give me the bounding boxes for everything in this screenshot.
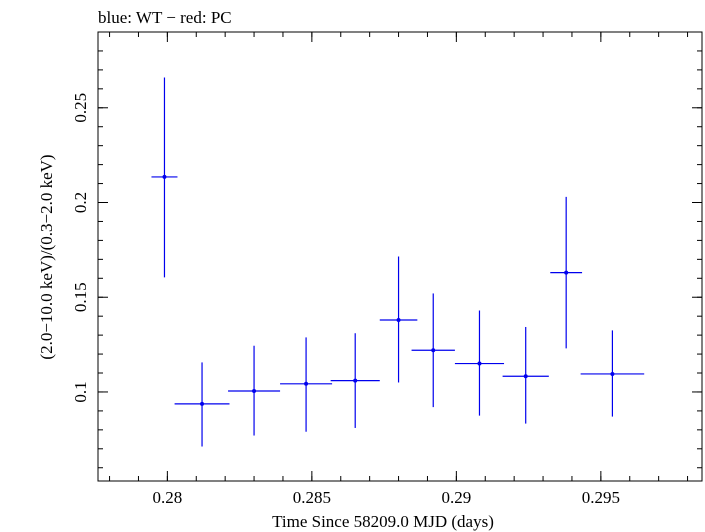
x-tick-label: 0.28 [152,488,182,507]
data-point [502,326,549,424]
y-tick-label: 0.2 [71,192,90,213]
data-point [411,293,455,408]
chart-title: blue: WT − red: PC [98,8,232,27]
data-marker [162,174,167,179]
data-marker [564,270,569,275]
data-marker [523,374,528,379]
x-axis-label: Time Since 58209.0 MJD (days) [272,512,494,531]
data-point [580,330,645,417]
data-point [330,333,380,428]
plot-frame [97,31,703,482]
y-axis-label: (2.0−10.0 keV)/(0.3−2.0 keV) [37,154,56,359]
y-tick-label: 0.15 [71,282,90,312]
data-marker [610,371,615,376]
data-point [280,337,333,432]
data-marker [396,317,401,322]
data-marker [252,389,257,394]
data-marker [353,378,358,383]
y-tick-label: 0.1 [71,381,90,402]
y-axis-ticks: 0.1 0.15 0.2 0.25 [71,31,702,469]
y-tick-label: 0.25 [71,93,90,123]
data-point [550,196,583,349]
data-point [379,256,418,383]
data-marker [304,381,309,386]
data-marker [431,348,436,353]
data-marker [200,401,205,406]
data-point [174,362,230,447]
x-tick-label: 0.295 [582,488,620,507]
data-point [151,77,178,278]
x-tick-label: 0.29 [441,488,471,507]
data-series [151,77,645,447]
data-point [228,345,281,436]
data-point [454,310,505,416]
x-tick-label: 0.285 [293,488,331,507]
x-axis-ticks: 0.28 0.285 0.29 0.295 [109,32,689,507]
data-marker [477,361,482,366]
